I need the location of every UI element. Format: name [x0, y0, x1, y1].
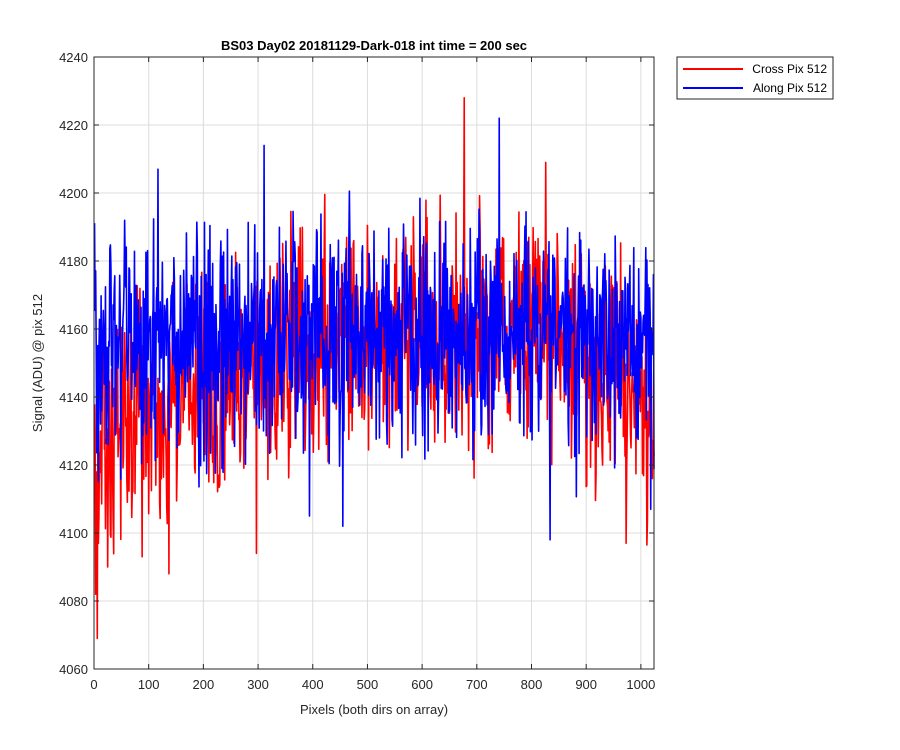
y-tick-label: 4240 [59, 50, 88, 65]
y-tick-label: 4080 [59, 594, 88, 609]
plot-frame [93, 56, 655, 670]
x-tick-label: 800 [521, 677, 543, 692]
y-tick-label: 4220 [59, 118, 88, 133]
x-tick-label: 500 [357, 677, 379, 692]
y-tick-label: 4180 [59, 254, 88, 269]
y-tick-label: 4160 [59, 322, 88, 337]
x-tick-label: 300 [247, 677, 269, 692]
y-axis-label: Signal (ADU) @ pix 512 [30, 294, 45, 432]
y-tick-label: 4200 [59, 186, 88, 201]
series-line-along [93, 117, 655, 541]
x-tick-label: 900 [575, 677, 597, 692]
legend-label-cross: Cross Pix 512 [752, 62, 827, 76]
legend-box [676, 56, 834, 100]
x-axis-label: Pixels (both dirs on array) [300, 702, 448, 717]
y-tick-label: 4140 [59, 390, 88, 405]
y-tick-label: 4060 [59, 662, 88, 677]
x-tick-label: 0 [90, 677, 97, 692]
chart-title: BS03 Day02 20181129-Dark-018 int time = … [221, 38, 527, 53]
y-tick-label: 4120 [59, 458, 88, 473]
axis-ticks: 0 100 200 300 400 500 600 700 800 900 1000 4060 4080… [59, 50, 655, 692]
legend: Cross Pix 512 Along Pix 512 [676, 56, 834, 100]
x-tick-label: 1000 [626, 677, 655, 692]
x-tick-label: 400 [302, 677, 324, 692]
x-tick-label: 200 [193, 677, 215, 692]
legend-label-along: Along Pix 512 [753, 81, 827, 95]
x-tick-label: 100 [138, 677, 160, 692]
y-tick-label: 4100 [59, 526, 88, 541]
x-tick-label: 600 [411, 677, 433, 692]
x-tick-label: 700 [466, 677, 488, 692]
series-layer [93, 97, 655, 640]
